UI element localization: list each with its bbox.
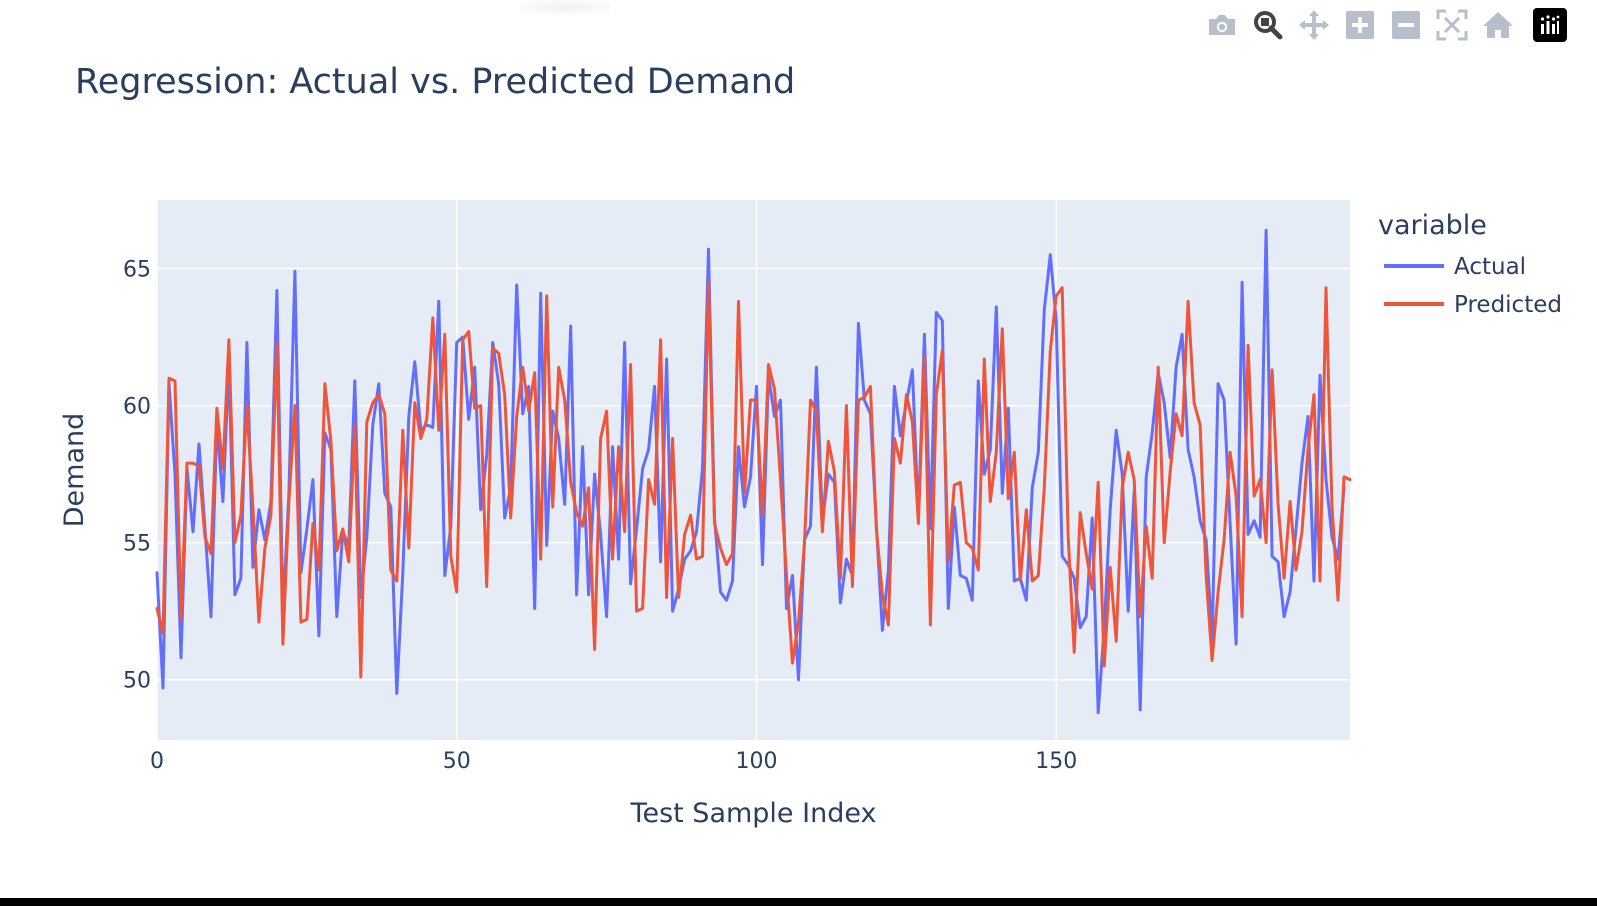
y-tick-label: 65 xyxy=(123,258,151,283)
zoom-out-icon[interactable] xyxy=(1383,8,1429,42)
y-axis-label: Demand xyxy=(59,413,90,528)
legend-label-predicted: Predicted xyxy=(1454,292,1562,318)
grid-lines xyxy=(156,200,1350,740)
legend-label-actual: Actual xyxy=(1454,254,1526,280)
x-tick-label: 100 xyxy=(735,749,777,774)
window-bottom-edge xyxy=(0,898,1597,906)
legend-title: variable xyxy=(1378,210,1487,241)
y-tick-label: 55 xyxy=(123,532,151,557)
legend[interactable]: variable Actual Predicted xyxy=(1378,210,1562,318)
window-shadow xyxy=(520,0,610,14)
plotly-logo-icon[interactable] xyxy=(1533,8,1567,42)
x-axis-label: Test Sample Index xyxy=(630,798,877,829)
autoscale-icon[interactable] xyxy=(1429,8,1475,42)
camera-icon[interactable] xyxy=(1199,8,1245,42)
x-axis-ticks: 0 50 100 150 xyxy=(150,749,1077,774)
zoom-in-icon[interactable] xyxy=(1337,8,1383,42)
series-lines xyxy=(155,228,1352,715)
plot-modebar xyxy=(1199,8,1567,42)
series-line-predicted xyxy=(155,280,1352,679)
zoom-icon[interactable] xyxy=(1245,8,1291,42)
y-tick-label: 60 xyxy=(123,395,151,420)
x-tick-label: 150 xyxy=(1035,749,1077,774)
y-axis-ticks: 50 55 60 65 xyxy=(123,258,151,694)
line-chart[interactable]: 0 50 100 150 50 55 60 65 Test Sample Index Dem… xyxy=(0,0,1597,880)
series-line-actual xyxy=(155,228,1346,715)
pan-icon[interactable] xyxy=(1291,8,1337,42)
x-tick-label: 50 xyxy=(443,749,471,774)
home-icon[interactable] xyxy=(1475,8,1521,42)
chart-title: Regression: Actual vs. Predicted Demand xyxy=(75,62,796,102)
x-tick-label: 0 xyxy=(150,749,164,774)
y-tick-label: 50 xyxy=(123,669,151,694)
